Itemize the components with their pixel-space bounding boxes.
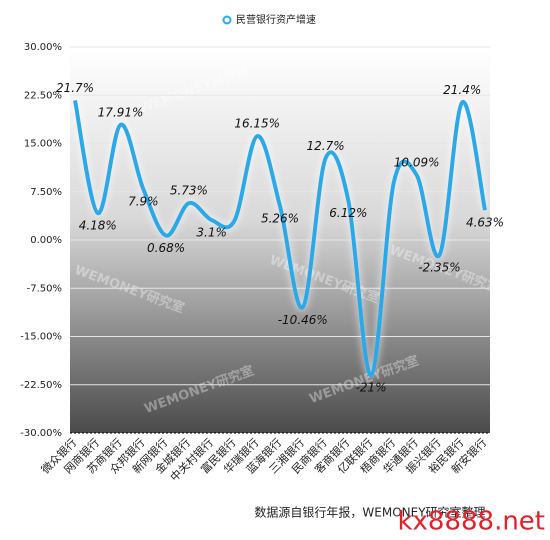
data-label: 21.4% [443,83,481,97]
data-label: 7.9% [128,195,159,209]
source-note: 数据源自银行年报，WEMONEY研究室整理 [254,505,485,520]
data-label: -21% [356,381,387,395]
line-series [73,100,487,378]
data-label: 10.09% [394,156,440,170]
data-label: 4.18% [79,219,117,233]
data-label: 16.15% [234,117,280,131]
data-label: 21.7% [56,81,94,95]
data-label: 3.1% [196,226,227,240]
data-label: 5.26% [261,212,299,226]
data-label: 5.73% [170,184,208,198]
data-label: 0.68% [147,241,185,255]
y-tick-label: 7.50% [30,187,62,198]
y-tick-label: 0.00% [30,235,62,246]
data-label: -2.35% [418,261,460,275]
y-tick-label: -30.00% [20,428,62,439]
y-tick-label: 22.50% [24,90,62,101]
y-tick-label: -7.50% [27,283,62,294]
legend-marker [222,15,232,25]
y-tick-label: 15.00% [24,139,62,150]
data-label: 17.91% [98,105,144,119]
data-label: 6.12% [329,206,367,220]
y-tick-label: 30.00% [24,42,62,53]
site-watermark: kx8888.net [397,507,545,537]
y-tick-label: -15.00% [20,332,62,343]
data-label: 12.7% [306,139,344,153]
legend-label: 民营银行资产增速 [236,13,316,26]
data-label: -10.46% [278,313,328,327]
y-tick-label: -22.50% [20,380,62,391]
data-label: 4.63% [466,216,504,230]
